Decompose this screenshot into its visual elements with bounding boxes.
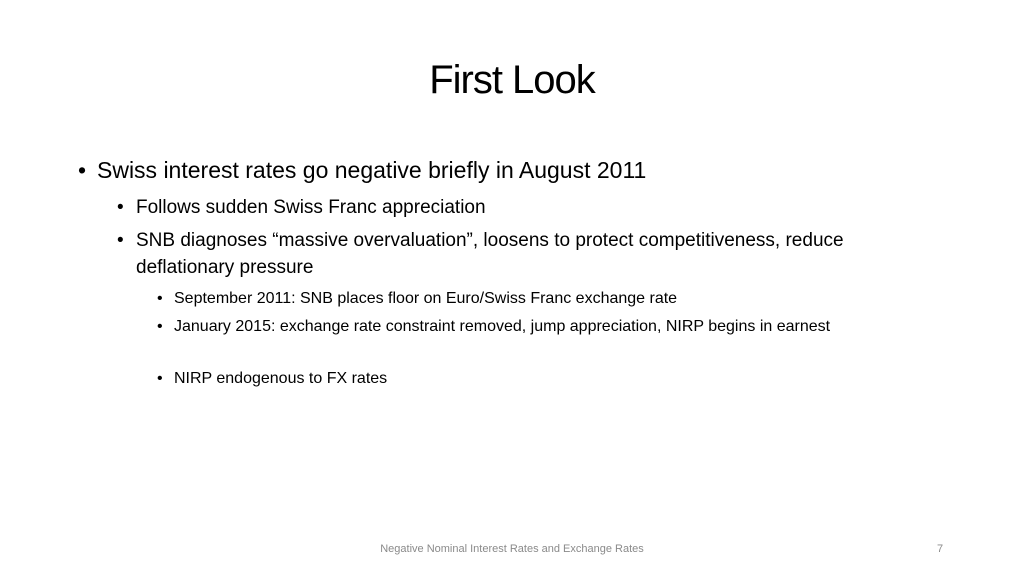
slide-title: First Look [429, 58, 596, 102]
bullet: SNB diagnoses “massive overvaluation”, l… [117, 227, 936, 281]
bullet: Swiss interest rates go negative briefly… [78, 157, 977, 184]
bullet: January 2015: exchange rate constraint r… [157, 315, 914, 339]
bullet: September 2011: SNB places floor on Euro… [157, 287, 914, 311]
footer: Negative Nominal Interest Rates and Exch… [380, 543, 644, 555]
page-number: 7 [936, 543, 944, 555]
bullet: NIRP endogenous to FX rates [157, 367, 914, 391]
bullet: Follows sudden Swiss Franc appreciation [117, 194, 936, 221]
